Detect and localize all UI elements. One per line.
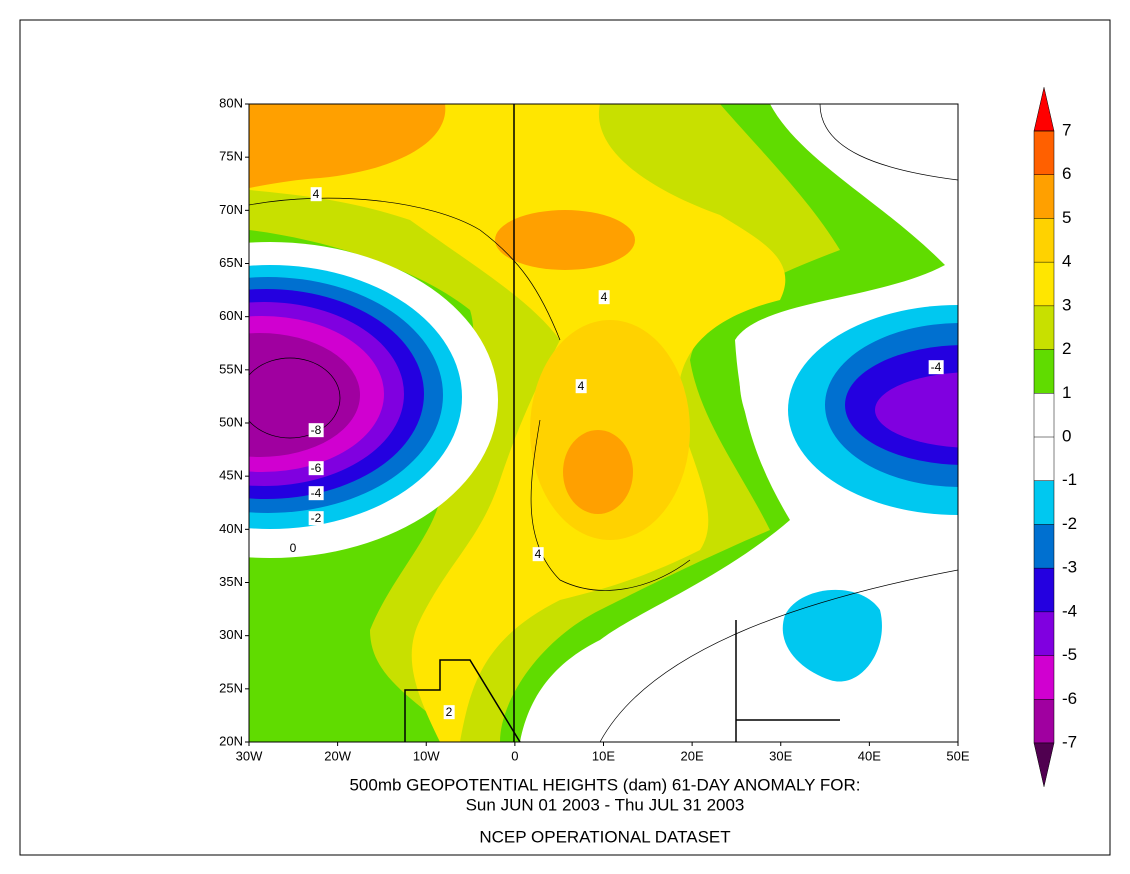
anomaly-region (249, 333, 360, 457)
colorbar-band (1034, 262, 1054, 307)
contour-label: 2 (446, 705, 453, 719)
contour-label: -2 (311, 511, 322, 525)
lat-label: 50N (219, 414, 243, 429)
title-line: 500mb GEOPOTENTIAL HEIGHTS (dam) 61-DAY … (349, 775, 860, 794)
colorbar-label: -5 (1062, 645, 1077, 664)
colorbar-band (1034, 611, 1054, 657)
lon-label: 30W (236, 748, 263, 763)
colorbar-band (1034, 568, 1054, 613)
colorbar-label: -7 (1062, 732, 1077, 751)
colorbar-label: 6 (1062, 164, 1071, 183)
contour-label-bg (598, 290, 610, 305)
lon-label: 20E (681, 748, 704, 763)
colorbar-band (1034, 218, 1054, 263)
contour-label: -8 (311, 423, 322, 437)
contour-label: 0 (290, 541, 297, 555)
contour-label-bg (308, 486, 324, 501)
anomaly-region (495, 210, 635, 270)
contour-label-bg (928, 360, 944, 375)
lat-label: 75N (219, 149, 243, 164)
contour-label-bg (310, 187, 322, 202)
colorbar-band (1034, 480, 1054, 525)
lat-label: 60N (219, 308, 243, 323)
lat-label: 80N (219, 95, 243, 110)
colorbar-label: -4 (1062, 601, 1077, 620)
contour-label: -6 (311, 461, 322, 475)
border-line (404, 620, 840, 742)
colorbar-below (1033, 742, 1055, 787)
lon-label: 30E (769, 748, 792, 763)
frame (19, 19, 1111, 856)
lat-label: 20N (219, 733, 243, 748)
colorbar-band (1034, 655, 1054, 700)
contour-line (530, 419, 691, 591)
colorbar-band (1034, 174, 1054, 219)
colorbar-label: 2 (1062, 339, 1071, 358)
contour-label: -4 (311, 486, 322, 500)
anomaly-region (249, 104, 446, 188)
map-field (249, 104, 958, 742)
title-line: Sun JUN 01 2003 - Thu JUL 31 2003 (466, 795, 745, 814)
colorbar-label: 0 (1062, 426, 1071, 445)
colorbar-band (1034, 305, 1054, 351)
lon-label: 0 (511, 748, 518, 763)
anomaly-region (875, 372, 958, 448)
anomaly-region (782, 589, 882, 682)
contour-label: 4 (601, 290, 608, 304)
colorbar-above (1033, 87, 1055, 132)
colorbar-label: -6 (1062, 689, 1077, 708)
lat-label: 40N (219, 521, 243, 536)
contour-line (599, 569, 958, 742)
dataset-label: NCEP OPERATIONAL DATASET (479, 827, 730, 846)
contour-label-bg (308, 461, 324, 476)
contour-label-bg (287, 541, 299, 556)
contour-label: -4 (931, 360, 942, 374)
lon-label: 40E (858, 748, 881, 763)
contour-label: 4 (535, 547, 542, 561)
contour-label-bg (308, 511, 324, 526)
lon-label: 10E (592, 748, 615, 763)
contour-line (249, 357, 341, 439)
colorbar-band (1034, 393, 1054, 438)
contour-line (819, 104, 958, 181)
contour-label-bg (575, 379, 587, 394)
contour-label: 4 (578, 379, 585, 393)
colorbar-band (1034, 699, 1054, 744)
contour-label-bg (308, 423, 324, 438)
lat-label: 45N (219, 468, 243, 483)
colorbar-label: 1 (1062, 383, 1071, 402)
contour-labels: 4 -8 -6 -4 -2 0 4 4 4 -4 2 (287, 187, 944, 720)
colorbar-label: 3 (1062, 295, 1071, 314)
colorbar-band (1034, 437, 1054, 482)
anomaly-region (249, 104, 786, 742)
lat-label: 65N (219, 255, 243, 270)
lat-label: 35N (219, 574, 243, 589)
lat-label: 30N (219, 627, 243, 642)
colorbar-band (1034, 524, 1054, 569)
lon-label: 10W (413, 748, 440, 763)
contour-label: 4 (313, 187, 320, 201)
lat-label: 55N (219, 361, 243, 376)
contour-label-bg (443, 705, 455, 720)
colorbar-band (1034, 349, 1054, 394)
colorbar-label: 4 (1062, 252, 1071, 271)
colorbar-label: -2 (1062, 514, 1077, 533)
lon-label: 50E (946, 748, 969, 763)
lon-label: 20W (324, 748, 351, 763)
colorbar-label: 5 (1062, 208, 1071, 227)
anomaly-region (563, 430, 633, 514)
contour-label-bg (532, 547, 544, 562)
colorbar-label: -3 (1062, 558, 1077, 577)
colorbar-label: 7 (1062, 120, 1071, 139)
colorbar-band (1034, 131, 1054, 176)
lat-label: 70N (219, 202, 243, 217)
colorbar-label: -1 (1062, 470, 1077, 489)
lat-label: 25N (219, 680, 243, 695)
